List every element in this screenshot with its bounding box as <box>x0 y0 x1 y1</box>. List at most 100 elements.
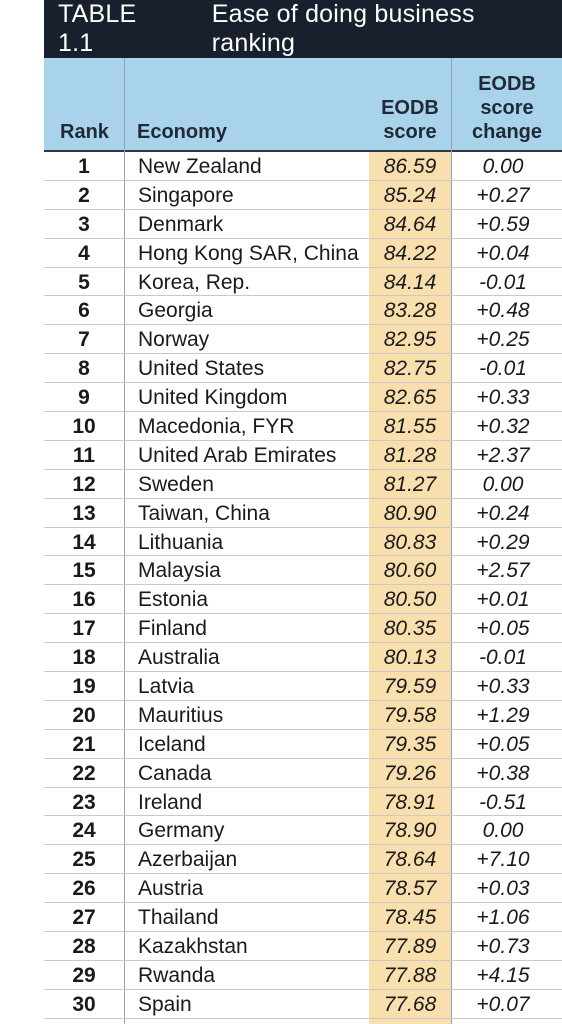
score-cell: 79.26 <box>383 761 437 785</box>
economy-cell: Korea, Rep. <box>138 270 251 294</box>
score-change-cell: +0.73 <box>476 935 530 959</box>
header-score-line: score <box>383 121 437 143</box>
column-divider <box>451 58 452 1024</box>
rank-cell: 25 <box>72 848 96 872</box>
economy-cell: Rwanda <box>138 963 216 987</box>
table-title: Ease of doing business ranking <box>211 0 475 57</box>
score-cell: 82.65 <box>383 386 437 410</box>
score-change-cell: +0.48 <box>476 299 530 323</box>
score-cell: 81.55 <box>383 415 437 439</box>
table-row: 26 Austria 78.57 +0.03 <box>44 874 562 904</box>
rank-cell: 22 <box>72 761 96 785</box>
table-row: 6 Georgia 83.28 +0.48 <box>44 296 562 326</box>
header-economy: Economy <box>137 121 228 143</box>
table-row: 27 Thailand 78.45 +1.06 <box>44 903 562 933</box>
economy-cell: Lithuania <box>138 530 224 554</box>
table-row: 20 Mauritius 79.58 +1.29 <box>44 701 562 730</box>
score-cell: 79.59 <box>383 675 437 699</box>
table-row: 18 Australia 80.13 -0.01 <box>44 643 562 673</box>
rank-cell: 7 <box>78 328 90 352</box>
table-row: 14 Lithuania 80.83 +0.29 <box>44 528 562 557</box>
header-score-line: EODB <box>381 97 439 119</box>
economy-cell: Finland <box>138 617 207 641</box>
score-change-cell: 0.00 <box>482 155 524 178</box>
economy-cell: Latvia <box>138 675 195 699</box>
table-row: 4 Hong Kong SAR, China 84.22 +0.04 <box>44 239 562 268</box>
score-cell: 78.90 <box>383 819 437 843</box>
economy-cell: Spain <box>138 992 192 1016</box>
score-cell: 80.83 <box>383 530 437 554</box>
rank-cell: 6 <box>78 299 90 323</box>
score-cell: 81.27 <box>383 472 437 496</box>
ranking-table: TABLE 1.1 Ease of doing business ranking… <box>44 0 562 1024</box>
score-cell: 77.88 <box>383 963 437 987</box>
table-row: 9 United Kingdom 82.65 +0.33 <box>44 383 562 413</box>
score-cell: 80.90 <box>383 501 437 525</box>
rank-cell: 17 <box>72 617 96 641</box>
economy-cell: United States <box>138 357 265 381</box>
score-cell: 82.75 <box>383 357 437 381</box>
economy-cell: Thailand <box>138 906 219 930</box>
score-change-cell: +0.33 <box>476 675 530 699</box>
score-cell: 80.50 <box>383 588 437 612</box>
economy-cell: Austria <box>138 877 204 901</box>
economy-cell: Germany <box>138 819 225 843</box>
rank-cell: 14 <box>72 530 96 554</box>
rank-cell: 11 <box>72 443 96 467</box>
rank-cell: 30 <box>72 992 96 1016</box>
rank-cell: 9 <box>78 386 90 410</box>
score-change-cell: -0.01 <box>479 357 527 381</box>
score-cell: 86.59 <box>383 155 437 178</box>
rank-cell: 4 <box>78 241 90 265</box>
score-change-cell: +0.05 <box>476 732 530 756</box>
rank-cell: 18 <box>72 646 96 670</box>
economy-cell: Azerbaijan <box>138 848 238 872</box>
table-row: 29 Rwanda 77.88 +4.15 <box>44 961 562 990</box>
table-body: 1 New Zealand 86.59 0.00 2 Singapore 85.24 +0.2… <box>44 152 562 1019</box>
score-change-cell: +0.04 <box>476 241 530 265</box>
score-change-cell: -0.51 <box>479 790 527 814</box>
score-change-cell: +2.37 <box>476 443 530 467</box>
economy-cell: Hong Kong SAR, China <box>138 241 359 265</box>
rank-cell: 26 <box>72 877 96 901</box>
table-row: 3 Denmark 84.64 +0.59 <box>44 210 562 239</box>
score-cell: 83.28 <box>383 299 437 323</box>
rank-cell: 1 <box>78 155 90 178</box>
score-cell: 79.35 <box>383 732 437 756</box>
table-row: 15 Malaysia 80.60 +2.57 <box>44 556 562 586</box>
economy-cell: United Kingdom <box>138 386 288 410</box>
rank-cell: 5 <box>78 270 90 294</box>
economy-cell: New Zealand <box>138 155 262 178</box>
header-rank: Rank <box>60 121 109 143</box>
score-cell: 80.60 <box>383 559 437 583</box>
rank-cell: 3 <box>78 212 90 236</box>
rank-cell: 19 <box>72 675 96 699</box>
score-change-cell: 0.00 <box>482 472 524 496</box>
score-change-cell: +4.15 <box>476 963 530 987</box>
score-cell: 78.57 <box>383 877 437 901</box>
score-cell: 82.95 <box>383 328 437 352</box>
score-cell: 84.64 <box>383 212 437 236</box>
table-number: TABLE 1.1 <box>58 0 137 57</box>
score-change-cell: +0.25 <box>476 328 530 352</box>
table-row: 13 Taiwan, China 80.90 +0.24 <box>44 499 562 528</box>
rank-cell: 23 <box>72 790 96 814</box>
economy-cell: Iceland <box>138 732 206 756</box>
score-change-cell: +2.57 <box>476 559 530 583</box>
economy-cell: Norway <box>138 328 210 352</box>
table-row: 7 Norway 82.95 +0.25 <box>44 325 562 355</box>
rank-cell: 29 <box>72 963 96 987</box>
header-change-line: EODB <box>478 73 536 95</box>
score-cell: 81.28 <box>383 443 437 467</box>
score-change-cell: +1.06 <box>476 906 530 930</box>
table-row: 17 Finland 80.35 +0.05 <box>44 614 562 644</box>
score-cell: 84.14 <box>383 270 437 294</box>
table-row: 30 Spain 77.68 +0.07 <box>44 990 562 1019</box>
table-row: 19 Latvia 79.59 +0.33 <box>44 672 562 701</box>
economy-cell: Mauritius <box>138 703 224 727</box>
economy-cell: Macedonia, FYR <box>138 415 295 439</box>
score-change-cell: +0.03 <box>476 877 530 901</box>
score-cell: 78.64 <box>383 848 437 872</box>
table-row: 23 Ireland 78.91 -0.51 <box>44 788 562 817</box>
rank-cell: 28 <box>72 935 96 959</box>
